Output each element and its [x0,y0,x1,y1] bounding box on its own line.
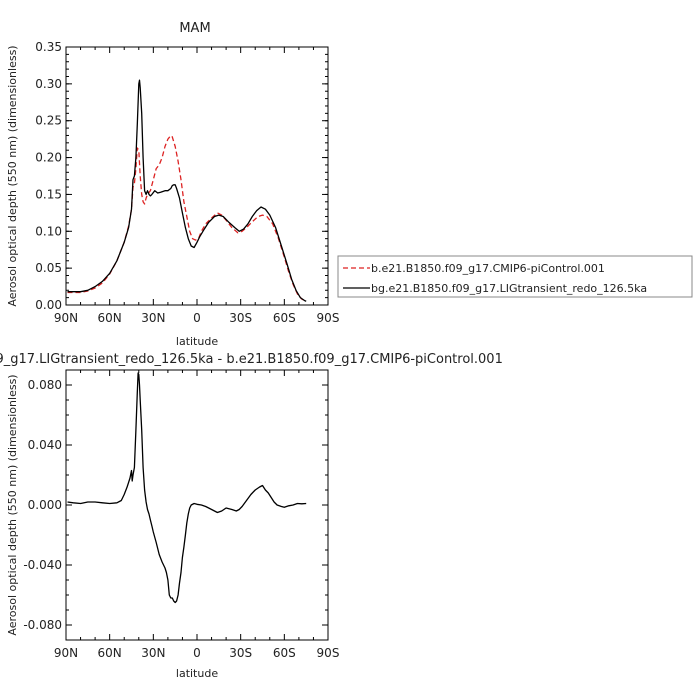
chart-title: MAM [179,21,210,36]
y-axis: 0.00 0.05 0.10 0.15 0.20 0.25 0.30 0.35 [35,40,328,312]
x-tick-label: 60S [273,646,296,660]
y-tick-label: 0.25 [35,114,62,128]
y-tick-label: 0.20 [35,151,62,165]
legend-entry-1: bg.e21.B1850.f09_g17.LIGtransient_redo_1… [371,282,647,295]
y-tick-label: 0.35 [35,40,62,54]
x-tick-label: 60N [98,311,122,325]
y-tick-label: 0.10 [35,224,62,238]
series-group [67,372,307,604]
x-tick-label: 90N [54,311,78,325]
x-tick-label: 0 [193,311,201,325]
x-axis: 90N 60N 30N 0 30S 60S 90S [54,47,340,325]
y-axis-label: Aerosol optical depth (550 nm) (dimensio… [6,45,19,306]
legend: b.e21.B1850.f09_g17.CMIP6-piControl.001 … [337,255,693,298]
y-tick-label: 0.040 [28,438,62,452]
y-tick-label: 0.00 [35,298,62,312]
chart-title: bg.e21.B1850.f09_g17.LIGtransient_redo_1… [0,352,503,367]
y-axis: -0.080 -0.040 0.000 0.040 0.080 [23,369,328,641]
y-tick-label: 0.000 [28,498,62,512]
x-tick-label: 30N [141,646,165,660]
chart-panel-bottom: bg.e21.B1850.f09_g17.LIGtransient_redo_1… [0,352,503,680]
x-tick-label: 30S [229,311,252,325]
y-tick-label: 0.30 [35,77,62,91]
y-tick-label: -0.040 [23,558,62,572]
x-tick-label: 30N [141,311,165,325]
y-tick-label: 0.05 [35,261,62,275]
x-tick-label: 90S [317,311,340,325]
y-tick-label: 0.15 [35,187,62,201]
plot-frame [65,369,329,641]
x-tick-label: 60S [273,311,296,325]
x-tick-label: 60N [98,646,122,660]
chart-panel-top: MAM 90N 60N 30N 0 30S 60S 90S 0.00 0.05 0.10 0.15… [6,21,339,348]
y-axis-label: Aerosol optical depth (550 nm) (dimensio… [6,374,19,635]
x-tick-label: 0 [193,646,201,660]
series-line-0 [67,372,307,604]
x-tick-label: 30S [229,646,252,660]
x-tick-label: 90S [317,646,340,660]
plot-frame [65,46,329,306]
x-axis-label: latitude [176,335,218,348]
y-tick-label: 0.080 [28,378,62,392]
series-group [67,79,307,302]
series-line-1 [67,79,307,302]
x-axis-label: latitude [176,667,218,680]
y-tick-label: -0.080 [23,618,62,632]
series-line-0 [67,134,307,302]
x-axis: 90N 60N 30N 0 30S 60S 90S [54,370,340,660]
legend-entry-0: b.e21.B1850.f09_g17.CMIP6-piControl.001 [371,262,605,275]
x-tick-label: 90N [54,646,78,660]
legend-box [337,255,693,298]
